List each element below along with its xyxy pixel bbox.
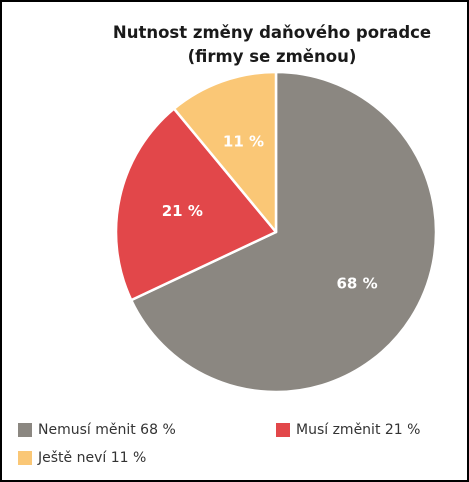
pie-slice-jeste-nevi (172, 70, 278, 234)
legend-item-nemusi-menit: Nemusí měnit 68 % (18, 420, 176, 440)
pie-slice-musi-zmenit (114, 107, 278, 302)
legend-label-nemusi-menit: Nemusí měnit 68 % (38, 422, 176, 438)
pie-slice-nemusi-menit (129, 70, 438, 394)
pie-slices (114, 70, 438, 394)
chart-title: Nutnost změny daňového poradce (112, 23, 432, 42)
legend-item-musi-zmenit: Musí změnit 21 % (276, 420, 420, 440)
pie-label-nemusi-menit: 68 % (336, 274, 377, 292)
legend-item-jeste-nevi: Ještě neví 11 % (18, 448, 146, 468)
legend-swatch-musi-zmenit (276, 423, 290, 437)
legend-swatch-nemusi-menit (18, 423, 32, 437)
legend-label-musi-zmenit: Musí změnit 21 % (296, 422, 421, 438)
legend-label-jeste-nevi: Ještě neví 11 % (38, 450, 147, 466)
pie-labels: 68 % 21 % 11 % (162, 133, 378, 293)
pie-label-jeste-nevi: 11 % (223, 133, 264, 151)
pie-label-musi-zmenit: 21 % (162, 202, 203, 220)
legend-swatch-jeste-nevi (18, 451, 32, 465)
chart-subtitle: (firmy se změnou) (187, 47, 357, 66)
